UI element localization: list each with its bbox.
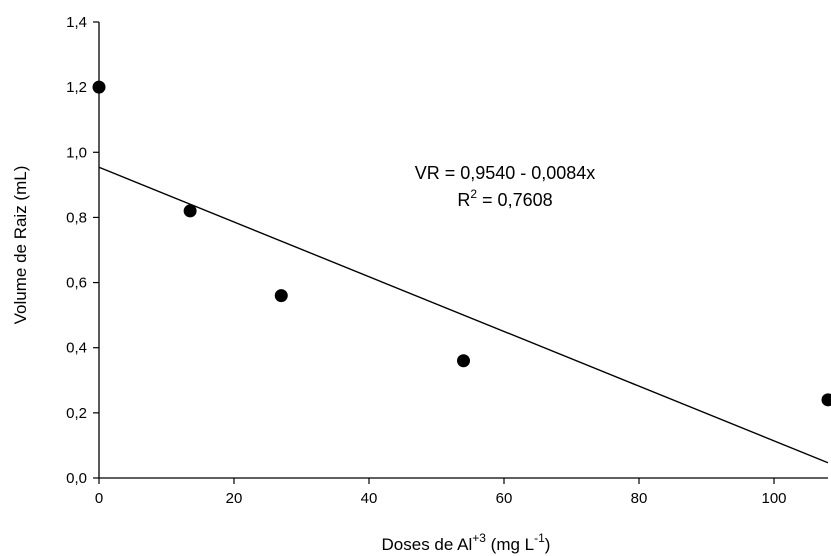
data-point	[92, 80, 106, 94]
x-tick-label: 0	[95, 490, 103, 507]
y-tick-label: 1,0	[66, 144, 87, 161]
y-axis-title: Volume de Raiz (mL)	[11, 166, 30, 325]
r2-prefix: R	[457, 190, 470, 210]
x-title-suffix: )	[545, 535, 551, 554]
x-title-middle: (mg L	[486, 535, 534, 554]
y-ticks: 0,0 0,2 0,4 0,6 0,8 1,0 1,2 1,4	[66, 14, 99, 487]
r-squared-label: R2 = 0,7608	[457, 187, 552, 210]
r2-value: = 0,7608	[477, 190, 553, 210]
axes	[98, 22, 828, 479]
y-tick-label: 0,6	[66, 275, 87, 292]
x-tick-label: 100	[761, 490, 786, 507]
data-point	[183, 204, 197, 218]
x-tick-label: 40	[361, 490, 378, 507]
data-points	[92, 80, 831, 407]
x-tick-label: 80	[631, 490, 648, 507]
r2-superscript: 2	[470, 187, 477, 201]
y-tick-label: 0,8	[66, 209, 87, 226]
data-point	[274, 289, 288, 303]
x-title-sup1: +3	[472, 531, 486, 545]
regression-equation: VR = 0,9540 - 0,0084x	[415, 163, 596, 183]
regression	[98, 166, 829, 464]
x-ticks: 0 20 40 60 80 100	[95, 478, 787, 507]
y-tick-label: 1,4	[66, 14, 87, 31]
x-title-sup2: -1	[534, 531, 545, 545]
y-tick-label: 0,4	[66, 340, 87, 357]
data-point	[821, 393, 831, 407]
regression-line	[98, 166, 829, 464]
x-tick-label: 60	[496, 490, 513, 507]
y-tick-label: 1,2	[66, 79, 87, 96]
y-tick-label: 0,2	[66, 405, 87, 422]
x-title-prefix: Doses de Al	[382, 535, 473, 554]
x-tick-label: 20	[226, 490, 243, 507]
y-tick-label: 0,0	[66, 470, 87, 487]
data-point	[457, 354, 470, 368]
x-axis-title: Doses de Al+3 (mg L-1)	[382, 531, 551, 554]
